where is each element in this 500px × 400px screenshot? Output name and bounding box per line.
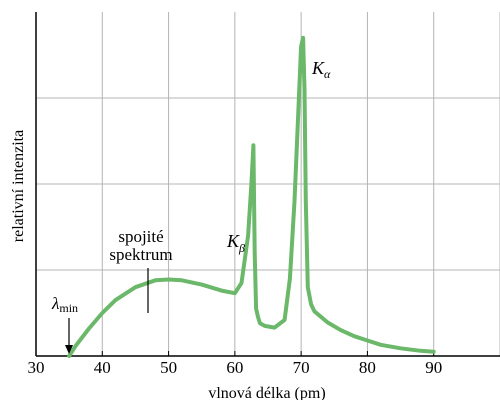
k-alpha-symbol: K: [311, 58, 325, 78]
k-beta-subscript: β: [238, 241, 245, 255]
k-beta-symbol: K: [226, 231, 240, 251]
k-alpha-label: Kα: [311, 58, 331, 81]
spectrum-curve: [67, 35, 436, 358]
x-tick-label: 60: [226, 358, 243, 377]
x-tick-label: 50: [160, 358, 177, 377]
lambda-subscript: min: [59, 301, 78, 315]
lambda-min-label: λmin: [51, 294, 78, 315]
x-tick-labels: 30 40 50 60 70 80 90: [28, 351, 442, 377]
x-axis-title: vlnová délka (pm): [208, 385, 325, 400]
x-tick-label: 90: [425, 358, 442, 377]
continuous-label-line2: spektrum: [109, 245, 172, 264]
x-tick-label: 80: [359, 358, 376, 377]
k-beta-label: Kβ: [226, 231, 245, 255]
y-axis-title: relativní intenzita: [10, 130, 27, 242]
axes: [35, 12, 500, 357]
grid-lines: [36, 12, 500, 356]
x-tick-label: 30: [28, 358, 45, 377]
lambda-symbol: λ: [51, 294, 59, 313]
x-tick-label: 40: [94, 358, 111, 377]
continuous-label-line1: spojité: [118, 227, 163, 246]
k-alpha-subscript: α: [324, 67, 331, 81]
x-tick-label: 70: [293, 358, 310, 377]
lambda-arrow-head: [65, 345, 73, 354]
